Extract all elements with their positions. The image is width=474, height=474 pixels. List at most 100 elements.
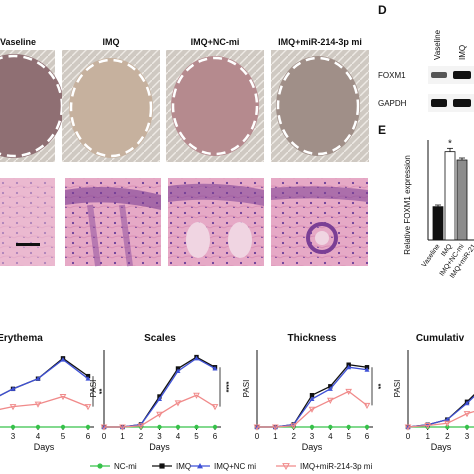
- data-point: [464, 400, 470, 406]
- data-point: [346, 424, 351, 430]
- data-point: [175, 368, 181, 374]
- legend: NC-mi IMQ IMQ+NC mi IMQ+miR-214-3p mi: [90, 462, 372, 471]
- y-axis-label: PASI: [393, 380, 402, 398]
- blot-band-label-gapdh: GAPDH: [378, 99, 407, 108]
- data-point: [175, 424, 181, 430]
- x-tick-label: 0: [102, 432, 107, 441]
- pasi-line-charts: Erythema 3 4 5 6 Days ** Scales PASI 0 1 2 3 4 5 6 Days *…: [0, 333, 474, 452]
- series-nc-mi: [0, 424, 91, 430]
- series-imq-nc-mi: [405, 395, 474, 429]
- blot-band-foxm1-imq: [453, 71, 471, 79]
- data-point: [84, 404, 92, 411]
- data-point: [10, 386, 16, 391]
- data-point: [212, 365, 218, 371]
- chart-title: Thickness: [288, 333, 337, 344]
- panel-e-bar-chart: E Relative FOXM1 expression VaselineIMQI…: [378, 123, 474, 280]
- x-tick-label: 0: [255, 432, 260, 441]
- blot-band-label-foxm1: FOXM1: [378, 71, 406, 80]
- data-point: [363, 402, 371, 410]
- series-imq-mir-214-3p-mi: [100, 392, 219, 431]
- x-tick-label: 2: [291, 432, 296, 441]
- series-imq: [254, 362, 370, 430]
- photo-label-vaseline: Vaseline: [0, 37, 36, 47]
- series-line: [104, 394, 216, 428]
- photo-label-imq: IMQ: [103, 37, 120, 47]
- data-point: [346, 364, 352, 370]
- he-vaseline: [0, 178, 55, 266]
- photo-imq: [62, 50, 160, 162]
- panel-letter-e: E: [378, 123, 386, 137]
- bar-significance-marker: *: [448, 138, 452, 149]
- significance-marker: **: [95, 389, 102, 395]
- data-point: [60, 424, 66, 430]
- legend-marker: [159, 463, 165, 469]
- data-point: [309, 396, 315, 402]
- y-axis-label: PASI: [89, 380, 98, 398]
- blot-band-gapdh-imq: [453, 99, 471, 107]
- histology-row: [0, 178, 368, 267]
- panel-d: D Vaseline IMQ FOXM1 GAPDH: [378, 3, 474, 112]
- data-point: [156, 411, 163, 418]
- data-point: [35, 424, 41, 430]
- line-chart-thickness: Thickness PASI 0 1 2 3 4 5 6 Days **: [242, 333, 381, 452]
- data-point: [445, 424, 450, 430]
- data-point: [364, 424, 370, 430]
- line-chart-scales: Scales PASI 0 1 2 3 4 5 6 Days ****: [89, 333, 229, 452]
- data-point: [34, 401, 42, 408]
- blot-lane-label-imq: IMQ: [458, 45, 467, 60]
- legend-label: NC-mi: [114, 462, 137, 471]
- series-imq: [405, 394, 474, 430]
- blot-lane-label-vaseline: Vaseline: [433, 29, 442, 60]
- line-chart-cumulativ: Cumulativ PASI 0 1 2 3 Days: [393, 333, 474, 452]
- panel-letter-d: D: [378, 3, 387, 17]
- x-tick-label: 2: [445, 432, 450, 441]
- series-line: [407, 394, 474, 428]
- data-point: [137, 423, 145, 430]
- data-point: [328, 424, 333, 430]
- data-point: [212, 424, 218, 430]
- x-axis-label: Days: [431, 442, 452, 452]
- series-line: [257, 390, 368, 428]
- significance-marker: ****: [222, 381, 229, 392]
- x-axis-label: Days: [34, 442, 55, 452]
- data-point: [444, 416, 450, 422]
- data-point: [85, 424, 91, 430]
- data-point: [253, 424, 261, 431]
- blot-strip-gapdh: [428, 94, 474, 112]
- x-tick-label: 3: [465, 432, 470, 441]
- x-tick-label: 5: [346, 432, 351, 441]
- bar-imq-nc-mi: [456, 159, 468, 241]
- x-tick-label: 4: [328, 432, 333, 441]
- chart-title: Erythema: [0, 333, 43, 344]
- legend-marker: [197, 463, 203, 469]
- x-tick-label: 1: [273, 432, 278, 441]
- blot-band-foxm1-vaseline: [431, 72, 447, 78]
- series-imq-nc-mi: [101, 355, 218, 429]
- he-imq-nc-mi: [168, 178, 264, 266]
- data-point: [443, 420, 451, 427]
- x-tick-label: 5: [61, 432, 66, 441]
- data-point: [193, 392, 200, 399]
- data-point: [364, 367, 370, 372]
- legend-item-imq-nc-mi: IMQ+NC mi: [190, 462, 256, 471]
- series-line: [0, 395, 89, 410]
- legend-marker: [282, 463, 290, 471]
- photo-label-imq-nc-mi: IMQ+NC-mi: [191, 37, 240, 47]
- x-tick-label: 4: [36, 432, 41, 441]
- data-point: [211, 404, 219, 411]
- series-imq-nc-mi: [0, 357, 91, 397]
- series-line: [407, 395, 474, 428]
- he-imq-mir-mi: [271, 178, 368, 266]
- photo-imq-mir-214-3p-mi: [271, 50, 369, 162]
- x-tick-label: 1: [425, 432, 430, 441]
- significance-marker: **: [374, 384, 381, 390]
- series-imq-mir-214-3p-mi: [253, 388, 371, 431]
- blot-band-gapdh-vaseline: [431, 99, 447, 107]
- series-imq-mir-214-3p-mi: [0, 393, 92, 411]
- legend-item-imq-mir-214-3p-mi: IMQ+miR-214-3p mi: [276, 462, 372, 471]
- photo-vaseline: [0, 50, 64, 162]
- legend-label: IMQ+miR-214-3p mi: [300, 462, 372, 471]
- x-tick-label: 6: [365, 432, 370, 441]
- x-axis-label: Days: [149, 442, 170, 452]
- x-tick-label: 3: [310, 432, 315, 441]
